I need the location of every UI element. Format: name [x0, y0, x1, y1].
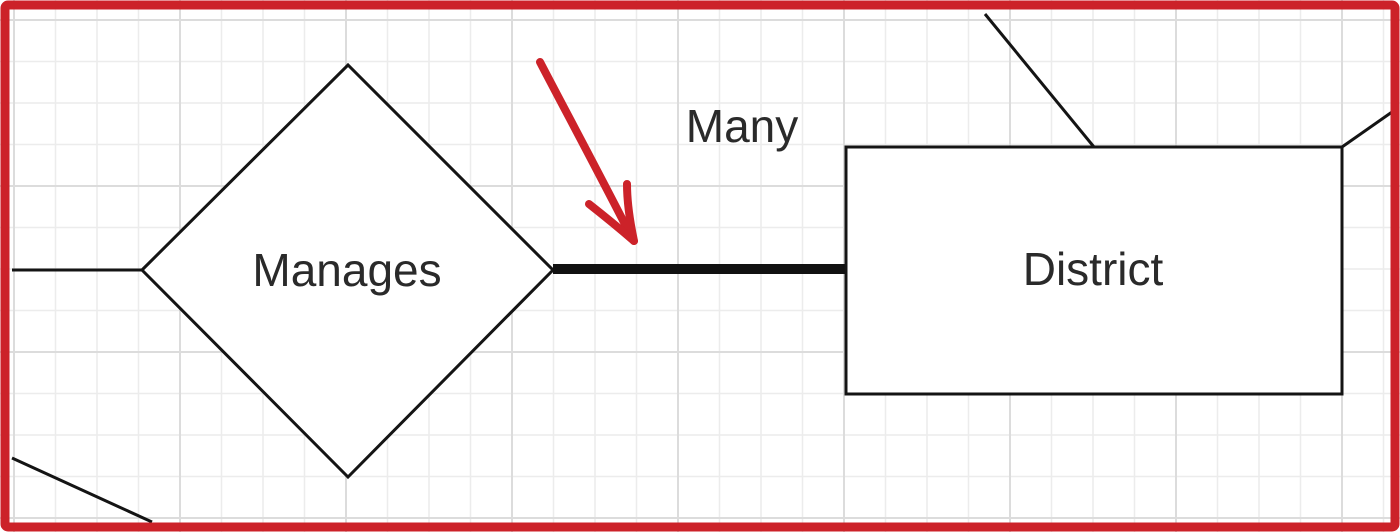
entity-label: District — [1023, 243, 1164, 295]
relationship-label: Manages — [252, 244, 441, 296]
bottom-left-connector-line — [11, 456, 153, 524]
entity-rectangle[interactable] — [844, 145, 1344, 396]
cardinality-label: Many — [686, 100, 798, 152]
red-arrow-icon — [536, 58, 638, 245]
top-connector-line — [983, 13, 1096, 148]
right-connector-line — [1341, 110, 1393, 149]
